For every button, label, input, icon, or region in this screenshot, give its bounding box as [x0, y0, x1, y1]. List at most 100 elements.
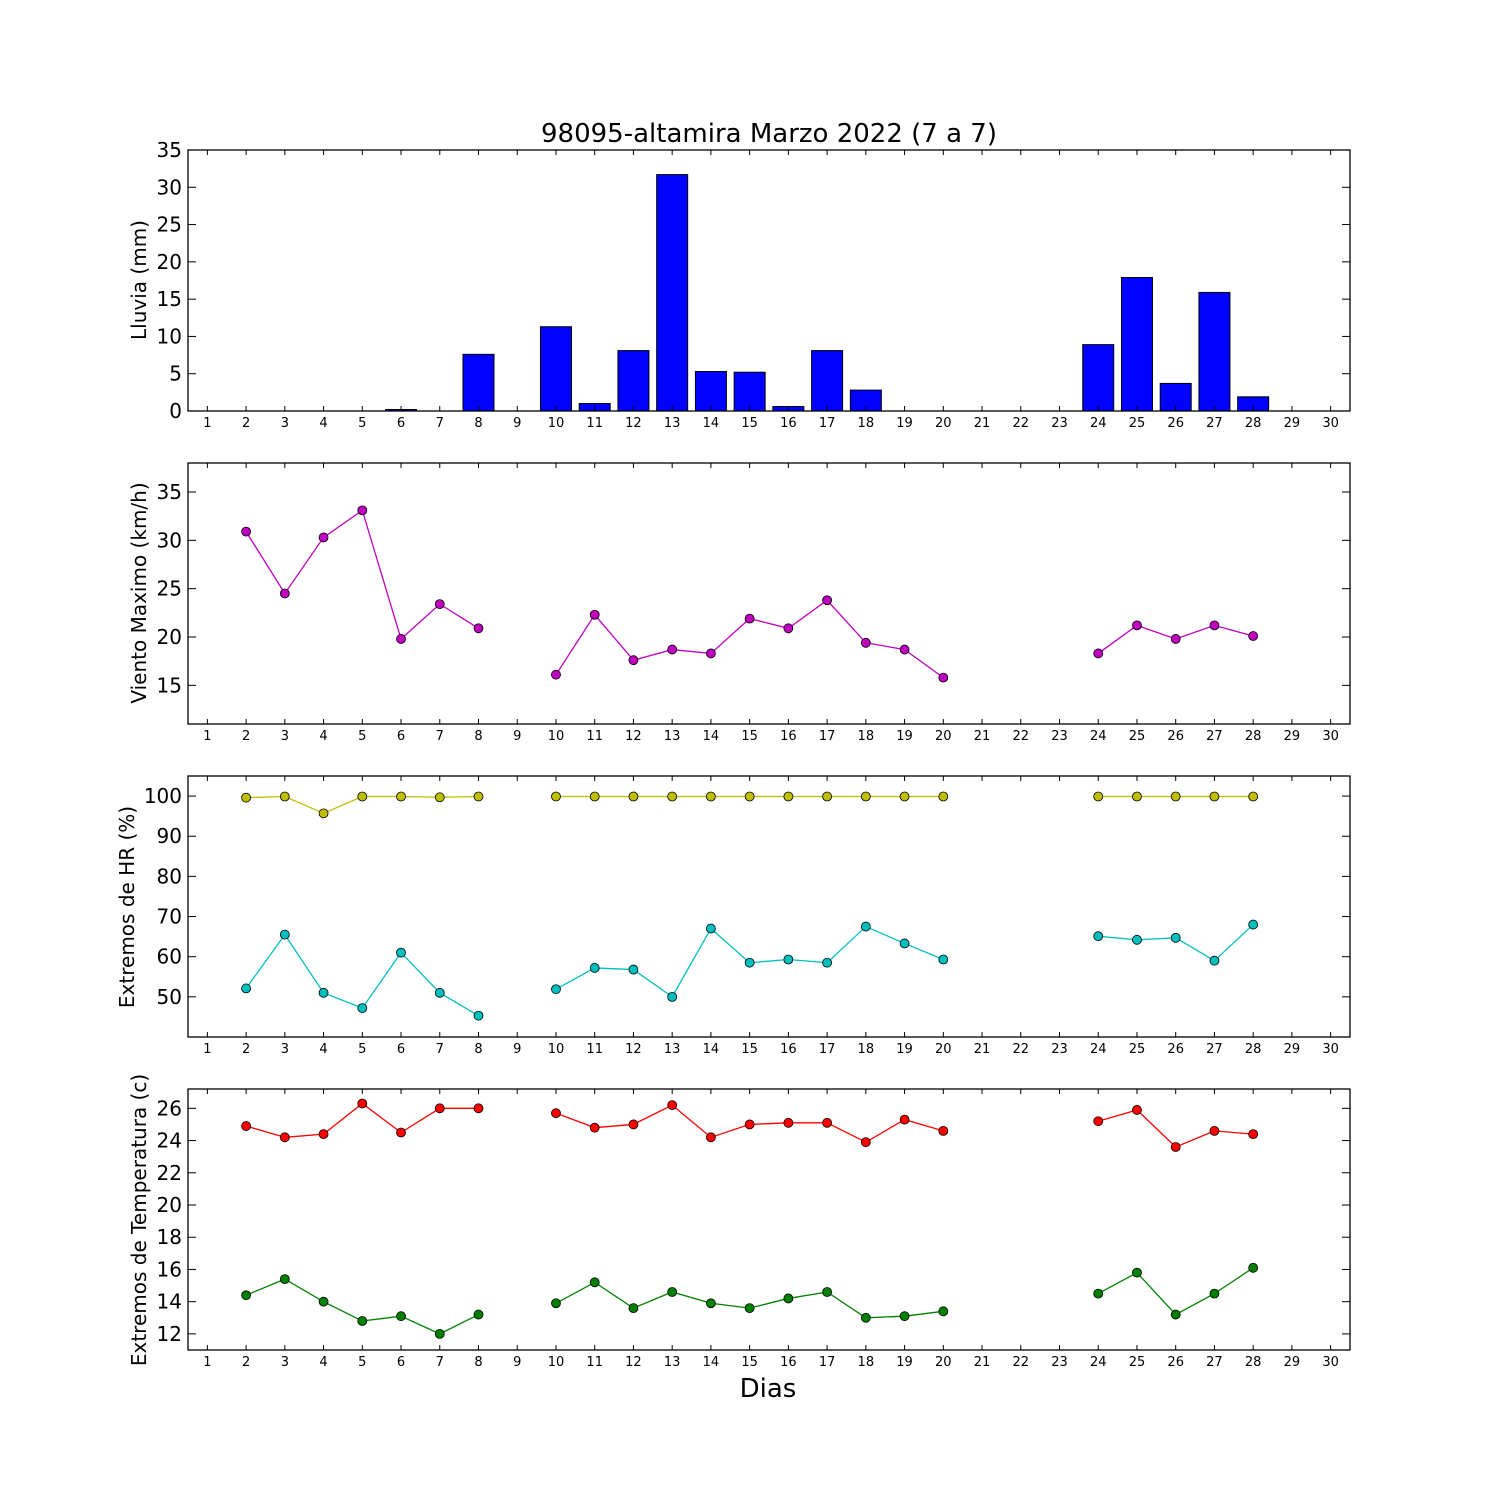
temperature-series-0-point-day-3: [279, 1132, 290, 1143]
wind-ylabel: Viento Maximo (km/h): [127, 482, 151, 703]
temperature-series-1-point-day-27: [1209, 1288, 1220, 1299]
temperature-ytick-label-14: 14: [157, 1290, 182, 1314]
temperature-series-1-point-day-6: [396, 1311, 406, 1322]
humidity-series-0-point-day-26: [1170, 791, 1181, 802]
rain-bar-day-15: [733, 371, 766, 412]
humidity-ytick-label-80: 80: [157, 864, 182, 888]
rain-xtick-label-16: 16: [780, 416, 797, 431]
humidity-xtick-label-10: 10: [548, 1042, 565, 1057]
wind-xtick-label-30: 30: [1322, 729, 1339, 744]
humidity-series-1-point-day-2: [241, 983, 252, 994]
temperature-series-1-point-day-4: [318, 1296, 329, 1307]
rain-xtick-label-15: 15: [741, 416, 758, 431]
humidity-series-0-point-day-10: [551, 791, 561, 802]
temperature-series-0-point-day-16: [783, 1117, 794, 1128]
rain-xtick-label-20: 20: [935, 416, 952, 431]
humidity-xtick-label-11: 11: [586, 1042, 603, 1057]
wind-series-0-point-day-7: [434, 599, 445, 610]
temperature-xtick-label-6: 6: [397, 1355, 405, 1370]
wind-xtick-label-25: 25: [1129, 729, 1146, 744]
temperature-series-1-point-day-11: [589, 1277, 600, 1288]
temperature-xtick-label-30: 30: [1322, 1355, 1339, 1370]
temperature-xtick-label-4: 4: [319, 1355, 327, 1370]
humidity-series-0-point-day-13: [667, 791, 678, 802]
wind-xtick-label-6: 6: [397, 729, 405, 744]
temperature-series-0-point-day-2: [241, 1121, 252, 1131]
temperature-series-0-point-day-19: [899, 1114, 910, 1125]
wind-xtick-label-23: 23: [1051, 729, 1068, 744]
temperature-series-0-point-day-14: [706, 1132, 716, 1143]
rain-xtick-label-10: 10: [548, 416, 565, 431]
wind-series-0-line-0: [245, 509, 479, 641]
wind-xtick-label-28: 28: [1245, 729, 1262, 744]
humidity-series-0-point-day-12: [628, 791, 639, 802]
humidity-xtick-label-14: 14: [703, 1042, 720, 1057]
wind-series-0-point-day-17: [822, 595, 832, 606]
temperature-series-0-point-day-5: [357, 1098, 368, 1109]
wind-xtick-label-2: 2: [242, 729, 250, 744]
humidity-series-1-point-day-20: [938, 954, 949, 965]
rain-ytick-label-10: 10: [157, 324, 182, 348]
temperature-xtick-label-27: 27: [1206, 1355, 1223, 1370]
temperature-xtick-label-10: 10: [548, 1355, 565, 1370]
temperature-series-1-point-day-17: [822, 1287, 832, 1297]
temperature-series-1-point-day-26: [1170, 1309, 1181, 1320]
temperature-xtick-label-8: 8: [474, 1355, 482, 1370]
rain-bar-day-8: [462, 353, 495, 412]
rain-ytick-label-20: 20: [157, 250, 182, 274]
rain-xtick-label-23: 23: [1051, 416, 1068, 431]
wind-xtick-label-11: 11: [586, 729, 603, 744]
wind-series-0-point-day-13: [667, 644, 678, 655]
humidity-series-1-point-day-14: [706, 923, 716, 934]
temperature-ytick-label-20: 20: [157, 1193, 182, 1217]
x-axis-label: Dias: [740, 1374, 797, 1404]
rain-xtick-label-14: 14: [703, 416, 720, 431]
temperature-xtick-label-9: 9: [513, 1355, 521, 1370]
humidity-series-1-point-day-15: [744, 957, 755, 968]
wind-xtick-label-29: 29: [1284, 729, 1301, 744]
humidity-series-1-point-day-11: [589, 963, 600, 973]
temperature-xtick-label-2: 2: [242, 1355, 250, 1370]
humidity-xtick-label-26: 26: [1167, 1042, 1184, 1057]
temperature-series-1-point-day-13: [667, 1287, 678, 1297]
rain-xtick-label-11: 11: [586, 416, 603, 431]
temperature-series-0-point-day-12: [628, 1119, 639, 1130]
wind-plot-frame: [187, 462, 1351, 725]
temperature-xtick-label-20: 20: [935, 1355, 952, 1370]
wind-xtick-label-24: 24: [1090, 729, 1107, 744]
humidity-ytick-label-50: 50: [157, 985, 182, 1009]
temperature-series-1-point-day-19: [899, 1311, 910, 1322]
temperature-plot-frame: [187, 1088, 1351, 1351]
humidity-series-1-point-day-7: [434, 987, 445, 998]
temperature-xtick-label-3: 3: [281, 1355, 289, 1370]
temperature-ytick-label-22: 22: [157, 1161, 182, 1185]
temperature-series-0-point-day-11: [589, 1122, 600, 1133]
rain-xtick-label-6: 6: [397, 416, 405, 431]
humidity-series-0-point-day-3: [279, 791, 290, 802]
wind-series-0-point-day-18: [860, 637, 871, 648]
temperature-series-1-point-day-7: [434, 1328, 445, 1339]
temperature-series-0-point-day-28: [1248, 1129, 1259, 1140]
humidity-series-1-point-day-24: [1093, 931, 1104, 942]
temperature-xtick-label-26: 26: [1167, 1355, 1184, 1370]
humidity-ytick-label-60: 60: [157, 945, 182, 969]
wind-xtick-label-26: 26: [1167, 729, 1184, 744]
wind-xtick-label-14: 14: [703, 729, 720, 744]
wind-xtick-label-27: 27: [1206, 729, 1223, 744]
humidity-series-0-point-day-8: [473, 791, 484, 802]
temperature-series-0-point-day-25: [1132, 1105, 1142, 1115]
temperature-ylabel: Extremos de Temperatura (c): [127, 1074, 151, 1366]
wind-series-0-point-day-5: [357, 505, 368, 516]
wind-xtick-label-15: 15: [741, 729, 758, 744]
temperature-series-1-point-day-16: [783, 1293, 794, 1304]
wind-ytick-label-30: 30: [157, 528, 182, 552]
temperature-series-1-point-day-25: [1132, 1267, 1142, 1278]
rain-xtick-label-18: 18: [858, 416, 875, 431]
humidity-series-0-point-day-15: [744, 791, 755, 802]
temperature-xtick-label-28: 28: [1245, 1355, 1262, 1370]
humidity-series-0-point-day-6: [396, 791, 406, 802]
humidity-xtick-label-6: 6: [397, 1042, 405, 1057]
humidity-xtick-label-2: 2: [242, 1042, 250, 1057]
humidity-series-0-point-day-11: [589, 791, 600, 802]
temperature-series-0-point-day-17: [822, 1117, 832, 1128]
